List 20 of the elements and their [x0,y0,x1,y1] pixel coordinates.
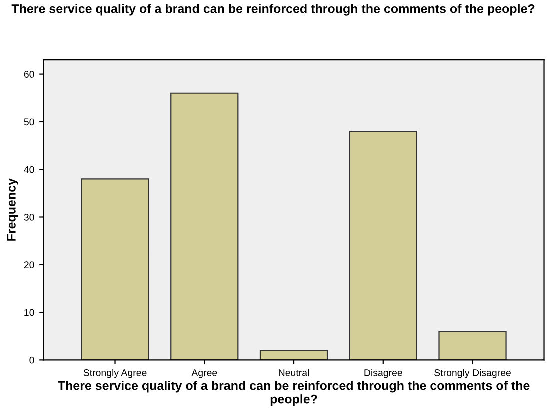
bar [260,350,328,360]
y-axis-title: Frequency [7,178,18,241]
bar [438,331,507,360]
y-tick-label: 50 [24,118,34,126]
y-tick-label: 30 [24,214,34,221]
y-tick-label: 0 [30,356,34,364]
x-tick-label: Neutral [279,369,310,376]
x-axis-title: There service quality of a brand can be reinforced through the comments of the people? [58,381,530,406]
x-tick-label: Agree [192,370,218,378]
y-tick-label: 20 [24,262,34,269]
x-tick-label: Strongly Agree [84,369,147,378]
chart-title: There service quality of a brand can be reinforced through the comments of the people? [12,4,535,16]
bar [170,92,239,360]
y-tick-label: 40 [24,166,34,174]
y-tick-label: 60 [24,71,34,78]
x-tick-label: Disagree [364,369,402,378]
x-tick-label: Strongly Disagree [434,369,511,378]
bar [81,178,150,360]
y-tick-label: 10 [24,309,34,316]
bar [349,130,418,360]
